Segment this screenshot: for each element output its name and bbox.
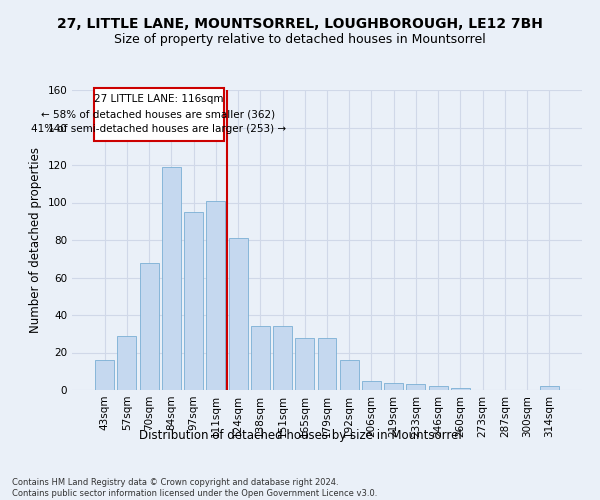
Bar: [295, 338, 314, 390]
Bar: [340, 360, 359, 390]
Bar: [317, 338, 337, 390]
Bar: [206, 200, 225, 390]
Text: 27 LITTLE LANE: 116sqm: 27 LITTLE LANE: 116sqm: [94, 94, 223, 104]
Bar: [140, 262, 158, 390]
Text: Size of property relative to detached houses in Mountsorrel: Size of property relative to detached ho…: [114, 32, 486, 46]
FancyBboxPatch shape: [94, 88, 224, 141]
Bar: [406, 384, 425, 390]
Text: Distribution of detached houses by size in Mountsorrel: Distribution of detached houses by size …: [139, 428, 461, 442]
Text: 41% of semi-detached houses are larger (253) →: 41% of semi-detached houses are larger (…: [31, 124, 286, 134]
Text: Contains HM Land Registry data © Crown copyright and database right 2024.
Contai: Contains HM Land Registry data © Crown c…: [12, 478, 377, 498]
Bar: [184, 212, 203, 390]
Bar: [162, 167, 181, 390]
Text: 27, LITTLE LANE, MOUNTSORREL, LOUGHBOROUGH, LE12 7BH: 27, LITTLE LANE, MOUNTSORREL, LOUGHBOROU…: [57, 18, 543, 32]
Bar: [540, 386, 559, 390]
Bar: [384, 382, 403, 390]
Text: ← 58% of detached houses are smaller (362): ← 58% of detached houses are smaller (36…: [41, 110, 275, 120]
Bar: [273, 326, 292, 390]
Bar: [118, 336, 136, 390]
Bar: [451, 388, 470, 390]
Bar: [229, 238, 248, 390]
Bar: [362, 380, 381, 390]
Bar: [429, 386, 448, 390]
Y-axis label: Number of detached properties: Number of detached properties: [29, 147, 42, 333]
Bar: [95, 360, 114, 390]
Bar: [251, 326, 270, 390]
